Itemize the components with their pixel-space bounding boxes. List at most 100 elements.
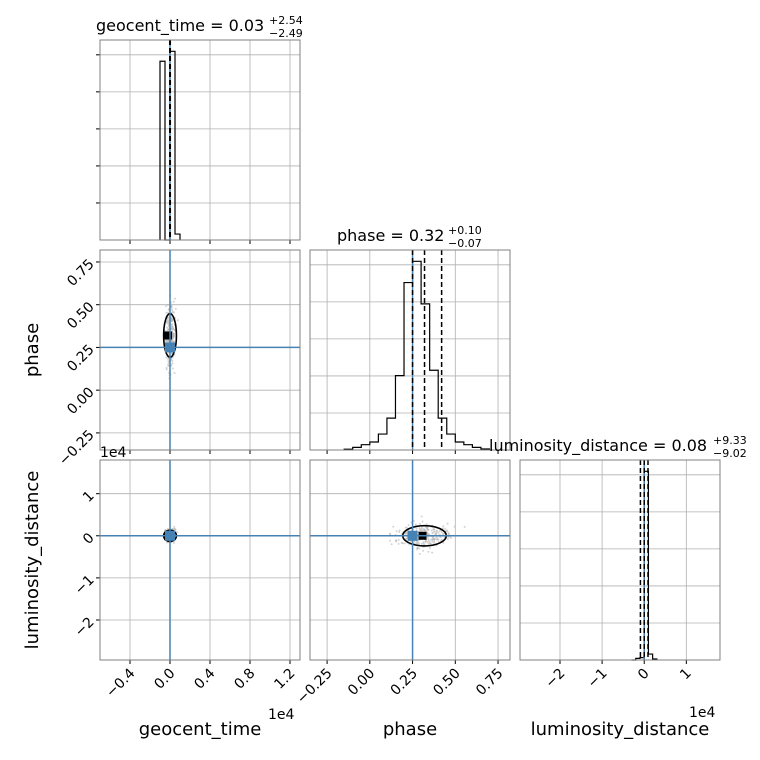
sample-point [165,320,168,323]
sample-point [165,356,168,359]
sample-point [431,551,434,554]
sample-point [440,538,443,541]
sample-point [170,327,173,330]
sample-point [407,523,410,526]
xlabel-luminosity-distance: luminosity_distance [531,719,710,740]
sample-point [435,529,438,532]
sample-point [425,523,428,526]
ytick-label-luminosity_distance: −1 [72,572,98,598]
sample-point [437,538,440,541]
sample-point [413,540,416,543]
ylabel-phase: phase [22,323,43,377]
sample-point [171,527,174,530]
title-luminosity-distance-minus: −9.02 [713,447,747,460]
truth-marker [165,530,175,541]
sample-point [164,305,167,308]
sample-point [165,368,168,371]
sample-point [173,528,176,531]
sample-point [165,326,168,329]
sample-point [432,531,435,534]
sample-point [429,547,432,550]
xtick-label-geocent_time: 0.0 [151,666,178,693]
sample-point [446,538,449,541]
sample-point [437,540,440,543]
sample-point [420,542,423,545]
sample-point [453,525,456,528]
sample-point [166,527,169,530]
sample-point [427,537,430,540]
xtick-label-geocent_time: 1.2 [271,666,298,693]
sample-point [171,362,174,365]
sample-point [170,318,173,321]
sample-point [172,326,175,329]
sample-point [167,362,170,365]
sample-point [435,532,438,535]
sample-point [392,525,395,528]
title-phase-plus: +0.10 [448,224,482,237]
sample-point [420,526,423,529]
sample-point [438,533,441,536]
sample-point [172,311,175,314]
panel-phase-phase [309,249,511,454]
panel-frame [309,249,511,451]
truth-marker [165,342,175,353]
sample-point [171,340,174,343]
xtick-label-phase: 0.00 [345,666,378,699]
panel-luminosity_distance-luminosity_distance: −2 −1 0 1 [519,459,721,692]
sample-point [170,352,173,355]
sample-point [395,540,398,543]
sample-point [414,523,417,526]
sample-point [427,528,430,531]
sample-point [447,533,450,536]
ytick-label-phase: 0.00 [64,385,97,418]
sample-point [388,539,391,542]
sample-point [174,297,177,300]
title-geocent-time-plus: +2.54 [269,14,303,27]
sample-point [395,530,398,533]
xlabel-geocent-time: geocent_time [139,719,262,740]
sample-point [435,536,438,539]
truth-marker [407,530,418,541]
xtick-label-geocent_time: −0.4 [103,665,138,700]
title-phase: phase = 0.32 [337,226,444,245]
title-luminosity-distance-plus: +9.33 [713,434,747,447]
histogram-phase [343,260,491,450]
sample-point [171,359,174,362]
sample-point [173,525,176,528]
sample-point [427,542,430,545]
xtick-label-luminosity_distance: 1 [677,666,695,684]
sample-point [165,311,168,314]
sample-point [397,538,400,541]
title-phase-value: 0.32 [409,226,445,245]
sample-point [165,366,168,369]
xtick-label-luminosity_distance: −2 [543,666,569,692]
sample-point [427,550,430,553]
sample-point [440,531,443,534]
sample-point [438,529,441,532]
offset-label-luminosity-distance-row: 1e4 [100,445,127,461]
sample-point [166,541,169,544]
sample-point [439,536,442,539]
title-geocent-time-minus: −2.49 [269,27,303,40]
sample-point [172,542,175,545]
sample-point [410,540,413,543]
sample-point [172,335,175,338]
xtick-label-phase: 0.50 [430,666,463,699]
sample-point [171,367,174,370]
ytick-label-luminosity_distance: 0 [80,530,98,548]
sample-point [444,527,447,530]
sample-point [172,332,175,335]
xtick-label-geocent_time: 0.4 [191,665,218,692]
sample-point [426,526,429,529]
sample-point [428,540,431,543]
sample-point [167,328,170,331]
sample-point [424,526,427,529]
sample-point [404,532,407,535]
sample-point [405,537,408,540]
ytick-label-luminosity_distance: −2 [72,614,98,640]
sample-point [390,543,393,546]
panel-geocent_time-geocent_time [96,39,301,244]
sample-point [420,515,423,518]
